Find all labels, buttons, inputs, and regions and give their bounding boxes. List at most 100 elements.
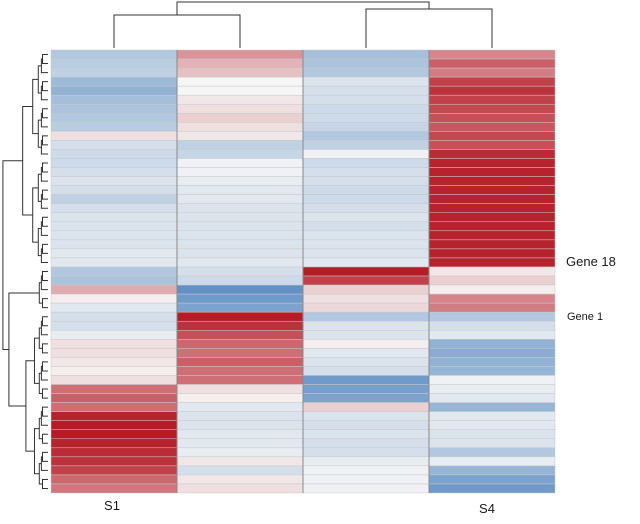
heatmap-cell [50, 239, 178, 250]
heatmap-cell [50, 429, 178, 439]
heatmap-cell [50, 384, 178, 394]
heatmap-cell [50, 230, 178, 241]
heatmap-cell [428, 167, 556, 177]
heatmap-cell [302, 284, 430, 295]
heatmap-cell [428, 122, 556, 132]
heatmap-cell [302, 474, 430, 485]
heatmap-cell [428, 131, 556, 141]
row-dendrogram-link [32, 187, 39, 243]
heatmap-cell [50, 348, 178, 358]
heatmap-cell [176, 185, 304, 195]
heatmap-cell [176, 167, 304, 177]
heatmap-cell [428, 221, 556, 232]
heatmap-cell [302, 158, 430, 168]
heatmap-cell [428, 348, 556, 358]
heatmap-cell [176, 103, 304, 114]
heatmap-cell [428, 339, 556, 349]
heatmap-cell [428, 402, 556, 412]
heatmap-cell [176, 384, 304, 394]
heatmap-cell [50, 266, 178, 277]
row-labels: Gene 18 Gene 1 [566, 254, 616, 323]
column-label-s1: S1 [104, 498, 120, 513]
heatmap-cell [176, 357, 304, 367]
heatmap-cell [176, 474, 304, 485]
heatmap-cell [428, 85, 556, 96]
heatmap-cell [302, 266, 430, 277]
heatmap-cell [302, 438, 430, 449]
heatmap-cell [176, 140, 304, 150]
heatmap-cell [302, 49, 430, 60]
heatmap-cell [428, 275, 556, 286]
heatmap-cell [302, 212, 430, 223]
heatmap-cell [428, 49, 556, 60]
heatmap-cell [176, 257, 304, 268]
heatmap-cell [50, 185, 178, 195]
heatmap-cell [302, 103, 430, 114]
heatmap-cell [50, 483, 178, 494]
heatmap-cell [176, 266, 304, 277]
column-labels: S1 S4 [104, 498, 495, 516]
heatmap-cell [302, 411, 430, 421]
heatmap-cell [428, 58, 556, 69]
heatmap-cell [50, 311, 178, 322]
heatmap-cell [176, 302, 304, 313]
column-dendrogram-link [176, 1, 430, 15]
heatmap-cell [302, 85, 430, 96]
heatmap-cell [428, 302, 556, 313]
heatmap-cell [302, 221, 430, 232]
heatmap-cell [302, 275, 430, 286]
heatmap-cell [176, 149, 304, 159]
heatmap-cell [428, 212, 556, 223]
heatmap-cell [50, 194, 178, 204]
heatmap-cell [50, 284, 178, 295]
heatmap-cell [50, 420, 178, 430]
heatmap-cell [50, 257, 178, 268]
heatmap-cell [302, 293, 430, 304]
heatmap-cell [176, 131, 304, 141]
row-dendrogram-link [42, 162, 48, 173]
heatmap-cell [428, 94, 556, 105]
heatmap-cell [176, 311, 304, 322]
heatmap-cell [50, 293, 178, 304]
heatmap-cell [176, 483, 304, 494]
heatmap-cell [302, 320, 430, 331]
heatmap-cell [302, 429, 430, 439]
heatmap-cell [302, 330, 430, 340]
heatmap-cell [176, 203, 304, 213]
heatmap-cell [50, 248, 178, 259]
row-dendrogram-link [42, 298, 48, 309]
row-dendrogram-link [32, 78, 39, 135]
heatmap-cell [302, 302, 430, 313]
row-dendrogram-link [34, 428, 40, 475]
heatmap-cell [50, 375, 178, 385]
row-dendrogram [2, 54, 48, 489]
heatmap-cell [302, 357, 430, 367]
heatmap-cell [50, 438, 178, 449]
heatmap-cell [50, 357, 178, 367]
heatmap-cell [50, 366, 178, 376]
heatmap-cell [176, 221, 304, 232]
heatmap-cell [302, 384, 430, 394]
heatmap-cell [176, 293, 304, 304]
heatmap-cell [176, 58, 304, 69]
heatmap-cell [176, 320, 304, 331]
row-dendrogram-link [22, 106, 33, 216]
heatmap-cell [50, 302, 178, 313]
heatmap-cell [50, 447, 178, 458]
heatmap-cell [428, 293, 556, 304]
heatmap-cell [428, 456, 556, 467]
heatmap-cell [302, 393, 430, 403]
heatmap-cell [176, 239, 304, 250]
heatmap-cell [428, 438, 556, 449]
heatmap-cell [302, 122, 430, 132]
heatmap-cell [428, 266, 556, 277]
heatmap-cell [428, 384, 556, 394]
heatmap-cell [428, 393, 556, 403]
heatmap-cell [428, 366, 556, 376]
heatmap-cell [302, 402, 430, 412]
heatmap-cell [302, 194, 430, 204]
heatmap-cell [50, 320, 178, 331]
heatmap-cell [50, 275, 178, 286]
heatmap-cell [176, 420, 304, 430]
row-dendrogram-link [42, 316, 48, 327]
